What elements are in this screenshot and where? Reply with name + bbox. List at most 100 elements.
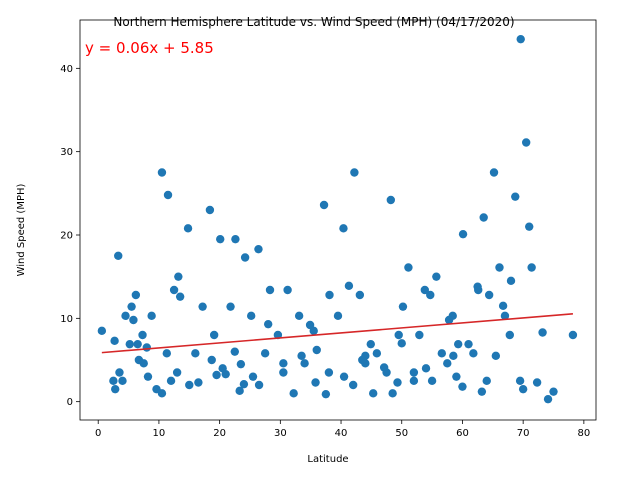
scatter-point xyxy=(309,326,318,336)
scatter-point xyxy=(325,290,334,300)
regression-equation: y = 0.06x + 5.85 xyxy=(85,39,214,57)
scatter-point xyxy=(397,339,406,348)
scatter-point xyxy=(218,364,227,373)
y-axis-label: Wind Speed (MPH) xyxy=(16,183,27,276)
scatter-point xyxy=(366,339,375,349)
scatter-point xyxy=(212,370,221,380)
chart-title: Northern Hemisphere Latitude vs. Wind Sp… xyxy=(113,15,514,29)
scatter-point xyxy=(443,359,452,368)
regression-line xyxy=(101,313,573,354)
x-tick-label: 60 xyxy=(456,428,469,439)
scatter-point xyxy=(163,190,173,200)
scatter-point xyxy=(549,387,558,396)
scatter-point xyxy=(432,272,441,281)
scatter-point xyxy=(230,347,239,356)
scatter-point xyxy=(235,386,244,396)
scatter-point xyxy=(482,376,491,386)
scatter-point xyxy=(157,168,167,177)
x-tick-label: 50 xyxy=(395,428,408,439)
scatter-point xyxy=(454,339,463,349)
scatter-point xyxy=(198,302,207,311)
x-tick-label: 10 xyxy=(153,428,166,439)
scatter-point xyxy=(489,168,499,177)
scatter-point xyxy=(131,290,141,300)
y-tick-label: 10 xyxy=(60,314,73,325)
scatter-point xyxy=(248,372,258,381)
scatter-point xyxy=(498,301,508,311)
x-tick-label: 70 xyxy=(517,428,530,439)
scatter-point xyxy=(355,290,365,300)
scatter-point xyxy=(350,168,359,177)
x-tick-label: 30 xyxy=(274,428,287,439)
scatter-point xyxy=(505,330,514,340)
scatter-point xyxy=(477,387,487,396)
scatter-point xyxy=(273,330,283,340)
scatter-point xyxy=(142,343,151,352)
y-tick-label: 20 xyxy=(60,231,73,242)
scatter-point xyxy=(226,302,235,311)
scatter-point xyxy=(568,330,578,340)
scatter-point xyxy=(444,315,454,325)
scatter-point xyxy=(121,311,130,321)
scatter-point xyxy=(484,290,494,300)
scatter-point xyxy=(297,351,306,361)
scatter-point xyxy=(162,349,172,358)
scatter-point xyxy=(339,372,349,381)
scatter-point xyxy=(532,378,542,387)
scatter-point xyxy=(205,205,215,215)
scatter-point xyxy=(393,378,402,387)
scatter-point xyxy=(427,376,437,386)
scatter-point xyxy=(254,244,263,254)
scatter-point xyxy=(129,315,138,325)
scatter-point xyxy=(452,372,461,381)
scatter-point xyxy=(185,380,194,390)
scatter-point xyxy=(473,282,482,291)
scatter-point xyxy=(518,384,528,394)
scatter-point xyxy=(110,336,119,346)
scatter-point xyxy=(500,311,510,321)
scatter-point xyxy=(239,379,249,389)
y-tick-label: 0 xyxy=(67,397,73,408)
x-axis: 0 10 20 30 40 50 60 70 80 xyxy=(95,420,590,439)
scatter-point xyxy=(118,376,127,386)
scatter-point xyxy=(279,359,288,368)
scatter-point xyxy=(109,376,118,386)
scatter-point xyxy=(231,234,240,244)
scatter-point xyxy=(263,319,273,329)
scatter-point xyxy=(97,326,107,336)
scatter-point xyxy=(543,394,553,404)
y-tick-label: 30 xyxy=(60,147,73,158)
scatter-point xyxy=(175,292,185,301)
scatter-point xyxy=(321,389,331,399)
scatter-point xyxy=(183,224,193,233)
scatter-point xyxy=(133,339,142,349)
scatter-point xyxy=(114,251,123,261)
scatter-point xyxy=(265,285,275,295)
scatter-point xyxy=(525,222,534,231)
scatter-point xyxy=(169,285,179,295)
scatter-point xyxy=(166,376,176,386)
scatter-point xyxy=(172,368,182,377)
y-tick-label: 40 xyxy=(60,64,73,75)
scatter-point xyxy=(207,355,216,365)
x-tick-label: 0 xyxy=(95,428,101,439)
scatter-point xyxy=(382,368,391,377)
scatter-point xyxy=(479,213,488,222)
scatter-point xyxy=(254,380,264,390)
scatter-point xyxy=(421,364,431,373)
scatter-point xyxy=(386,195,396,205)
scatter-point xyxy=(115,368,124,377)
scatter-point xyxy=(312,345,321,355)
scatter-point xyxy=(194,378,203,387)
scatter-point xyxy=(521,138,531,147)
scatter-point xyxy=(348,380,358,390)
scatter-point xyxy=(294,311,304,321)
scatter-point xyxy=(191,349,200,358)
scatter-point xyxy=(240,253,250,262)
scatter-point xyxy=(246,311,256,321)
scatter-point xyxy=(209,330,219,340)
scatter-point xyxy=(300,359,309,368)
scatter-point xyxy=(409,368,419,377)
scatter-point xyxy=(174,272,183,281)
scatter-point xyxy=(111,384,120,394)
